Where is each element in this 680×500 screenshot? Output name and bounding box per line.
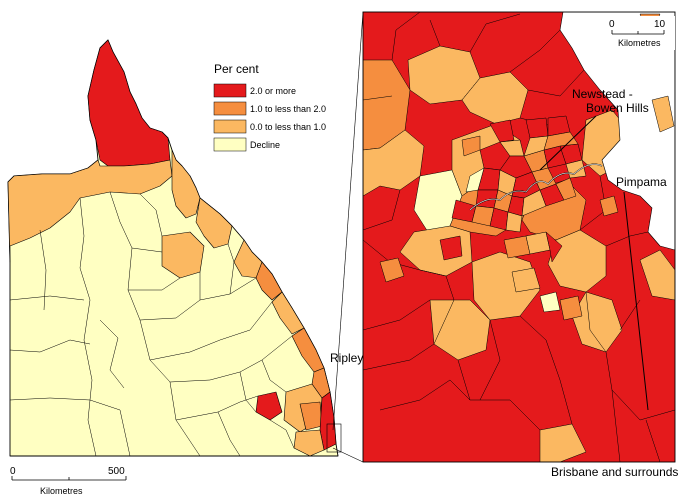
legend-item-3: 0.0 to less than 1.0 [213, 119, 326, 134]
legend-item-4: Decline [213, 137, 280, 152]
legend-label-4: Decline [250, 140, 280, 150]
legend-item-1: 2.0 or more [213, 83, 296, 98]
legend-label-3: 0.0 to less than 1.0 [250, 122, 326, 132]
inset-title: Brisbane and surrounds [551, 465, 678, 479]
label-bowen-hills: Bowen Hills [586, 101, 649, 115]
inset-scale-zero: 0 [609, 19, 615, 30]
state-map [7, 39, 339, 457]
inset-scale-bar: 0 10 Kilometres [605, 16, 675, 50]
inset-frame [362, 11, 676, 463]
inset-leader-lines [326, 11, 364, 463]
region-toowoomba-red [255, 391, 283, 421]
inset-callout-labels: Newstead - Bowen Hills Pimpama Ripley [330, 87, 667, 365]
legend-swatch-1 [213, 83, 247, 98]
inset-map: Newstead - Bowen Hills Pimpama Ripley 0 … [330, 11, 676, 463]
inset-bay-water [559, 12, 675, 251]
state-scale-value: 500 [108, 466, 125, 477]
inset-island-2 [651, 95, 675, 133]
label-newstead: Newstead - [572, 87, 633, 101]
legend-swatch-4 [213, 137, 247, 152]
state-scale-bar: 0 500 Kilometres [10, 466, 127, 496]
legend-title: Per cent [214, 62, 259, 76]
legend-item-2: 1.0 to less than 2.0 [213, 101, 326, 116]
region-gulf [7, 159, 173, 263]
state-scale-unit: Kilometres [40, 486, 83, 496]
inset-river-inner [469, 163, 603, 211]
inset-scale-unit: Kilometres [618, 38, 661, 48]
state-boundaries [9, 191, 295, 457]
inset-area-east-edge [639, 249, 675, 301]
inset-inner-city [379, 115, 619, 321]
region-scenic-rim [293, 429, 325, 457]
legend-label-1: 2.0 or more [250, 86, 296, 96]
region-cape-york [87, 39, 171, 167]
label-ripley: Ripley [330, 351, 363, 365]
inset-callout-lines [539, 115, 649, 411]
state-scale-zero: 0 [10, 466, 16, 477]
inset-area-east-light [547, 229, 607, 293]
legend: Per cent 2.0 or more 1.0 to less than 2.… [213, 62, 326, 152]
region-north-coast [171, 149, 201, 219]
inset-scale-value: 10 [654, 19, 666, 30]
inset-area-south-central [471, 251, 541, 321]
legend-swatch-2 [213, 101, 247, 116]
legend-swatch-3 [213, 119, 247, 134]
legend-label-2: 1.0 to less than 2.0 [250, 104, 326, 114]
label-pimpama: Pimpama [616, 175, 667, 189]
region-gladstone [255, 261, 283, 301]
inset-area-far-south [539, 423, 587, 462]
